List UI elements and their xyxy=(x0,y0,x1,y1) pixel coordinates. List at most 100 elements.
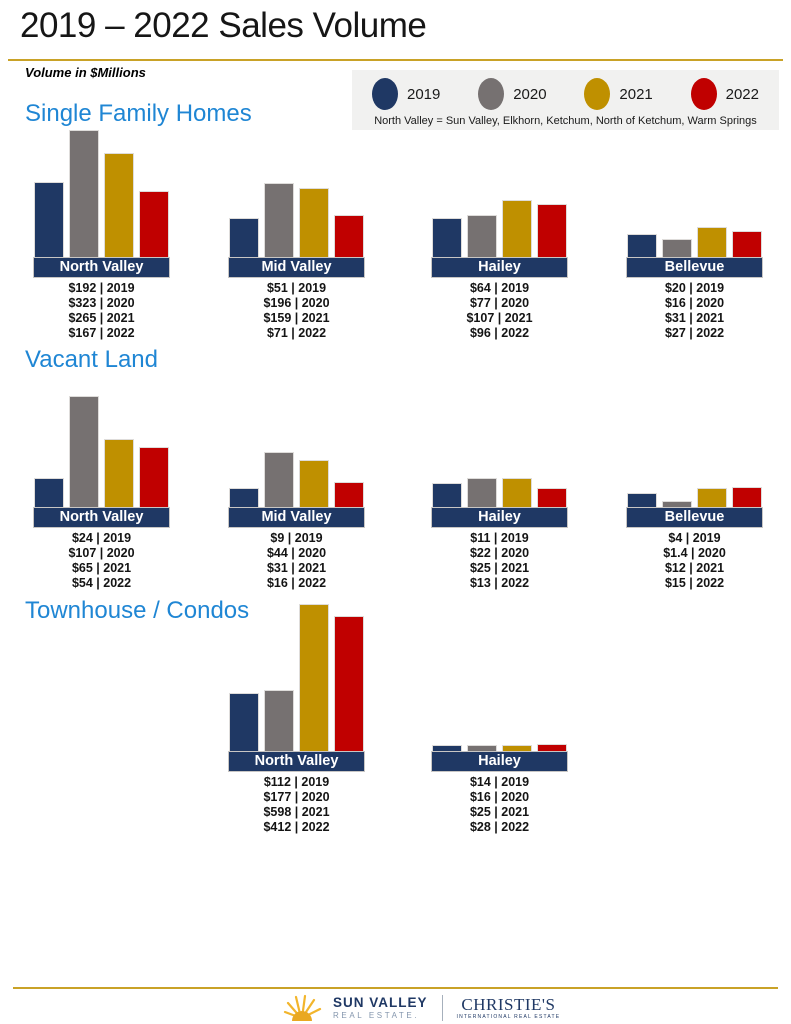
legend-item-2022: 2022 xyxy=(690,78,759,110)
plot-area xyxy=(431,127,568,257)
bar-2019 xyxy=(627,493,657,507)
legend-label: 2022 xyxy=(725,85,759,103)
chart-group-north-valley: North Valley $24 | 2019 $107 | 2020 $65 | 2… xyxy=(33,392,170,591)
bar-2021 xyxy=(299,460,329,507)
legend-item-2019: 2019 xyxy=(372,78,440,110)
region-label-hailey: Hailey xyxy=(431,751,568,772)
legend-item-2020: 2020 xyxy=(478,78,547,110)
bar-2019 xyxy=(432,483,462,507)
plot-area xyxy=(228,392,365,507)
region-label-mid-valley: Mid Valley xyxy=(228,257,365,278)
legend-item-2021: 2021 xyxy=(584,78,653,110)
value-list: $4 | 2019 $1.4 | 2020 $12 | 2021 $15 | 2022 xyxy=(626,528,763,591)
section-title-vacant-land: Vacant Land xyxy=(25,346,158,373)
value-line-2020: $16 | 2020 xyxy=(664,296,725,310)
sunvalley-logo: SUN VALLEY REAL ESTATE. xyxy=(333,996,428,1020)
bar-2022 xyxy=(334,482,364,507)
value-line-2020: $77 | 2020 xyxy=(469,296,530,310)
plot-area xyxy=(431,601,568,751)
plot-area xyxy=(626,127,763,257)
value-line-2020: $196 | 2020 xyxy=(263,296,330,310)
legend-swatch-2021 xyxy=(584,78,611,110)
chart-group-bellevue: Bellevue $20 | 2019 $16 | 2020 $31 | 2021 $2… xyxy=(626,127,763,341)
value-list: $64 | 2019 $77 | 2020 $107 | 2021 $96 | 202… xyxy=(431,278,568,341)
bar-2019 xyxy=(34,478,64,507)
bar-2019 xyxy=(229,218,259,257)
bar-2021 xyxy=(299,188,329,257)
value-line-2019: $4 | 2019 xyxy=(668,531,721,545)
chart-group-hailey: Hailey $14 | 2019 $16 | 2020 $25 | 2021 $28 … xyxy=(431,601,568,835)
value-line-2022: $27 | 2022 xyxy=(664,326,725,340)
sunvalley-logo-subtitle: REAL ESTATE. xyxy=(333,1010,420,1020)
value-line-2020: $22 | 2020 xyxy=(469,546,530,560)
bar-2022 xyxy=(732,487,762,507)
value-line-2020: $107 | 2020 xyxy=(68,546,135,560)
sunvalley-logo-name: SUN VALLEY xyxy=(333,995,428,1011)
bar-2020 xyxy=(662,239,692,257)
region-label-north-valley: North Valley xyxy=(228,751,365,772)
region-label-hailey: Hailey xyxy=(431,257,568,278)
value-line-2022: $412 | 2022 xyxy=(263,820,330,834)
bar-2019 xyxy=(432,218,462,257)
value-line-2019: $112 | 2019 xyxy=(263,775,330,789)
value-line-2021: $25 | 2021 xyxy=(469,805,530,819)
value-line-2019: $192 | 2019 xyxy=(68,281,135,295)
plot-area xyxy=(33,392,170,507)
bar-2020 xyxy=(264,183,294,257)
bar-2020 xyxy=(467,745,497,751)
chart-group-north-valley: North Valley $192 | 2019 $323 | 2020 $265 |… xyxy=(33,127,170,341)
value-line-2020: $323 | 2020 xyxy=(68,296,135,310)
value-line-2022: $28 | 2022 xyxy=(469,820,530,834)
plot-area xyxy=(431,392,568,507)
value-line-2022: $15 | 2022 xyxy=(664,576,725,590)
bar-2022 xyxy=(537,744,567,751)
value-line-2021: $598 | 2021 xyxy=(263,805,330,819)
bar-2020 xyxy=(69,130,99,257)
region-label-bellevue: Bellevue xyxy=(626,257,763,278)
bar-2022 xyxy=(537,204,567,257)
bar-2019 xyxy=(229,488,259,507)
plot-area xyxy=(228,601,365,751)
bar-2022 xyxy=(139,191,169,257)
bar-2021 xyxy=(104,439,134,507)
plot-area xyxy=(626,392,763,507)
value-line-2022: $16 | 2022 xyxy=(266,576,327,590)
value-line-2021: $65 | 2021 xyxy=(71,561,132,575)
legend-swatch-2022 xyxy=(690,78,717,110)
legend-label: 2019 xyxy=(407,85,441,103)
bar-2019 xyxy=(34,182,64,257)
value-line-2022: $71 | 2022 xyxy=(266,326,327,340)
value-line-2019: $64 | 2019 xyxy=(469,281,530,295)
region-label-hailey: Hailey xyxy=(431,507,568,528)
value-line-2021: $107 | 2021 xyxy=(466,311,533,325)
bar-2019 xyxy=(432,745,462,751)
value-line-2020: $1.4 | 2020 xyxy=(663,546,726,560)
sun-icon xyxy=(283,994,322,1021)
value-line-2022: $13 | 2022 xyxy=(469,576,530,590)
bar-2022 xyxy=(334,616,364,751)
value-line-2020: $44 | 2020 xyxy=(266,546,327,560)
legend-items: 2019 2020 2021 2022 xyxy=(372,77,759,111)
plot-area xyxy=(33,127,170,257)
value-line-2019: $51 | 2019 xyxy=(266,281,327,295)
christies-logo: CHRISTIE'S INTERNATIONAL REAL ESTATE xyxy=(457,996,561,1020)
value-line-2019: $9 | 2019 xyxy=(270,531,323,545)
bar-2020 xyxy=(264,452,294,507)
value-line-2019: $11 | 2019 xyxy=(470,531,529,545)
value-list: $14 | 2019 $16 | 2020 $25 | 2021 $28 | 2022 xyxy=(431,772,568,835)
value-list: $112 | 2019 $177 | 2020 $598 | 2021 $412 | … xyxy=(228,772,365,835)
bar-2021 xyxy=(697,488,727,507)
region-label-bellevue: Bellevue xyxy=(626,507,763,528)
legend-label: 2021 xyxy=(619,85,653,103)
value-list: $24 | 2019 $107 | 2020 $65 | 2021 $54 | 202… xyxy=(33,528,170,591)
value-line-2021: $12 | 2021 xyxy=(664,561,725,575)
value-list: $11 | 2019 $22 | 2020 $25 | 2021 $13 | 2022 xyxy=(431,528,568,591)
title-divider xyxy=(8,59,783,61)
section-title-townhouse-condos: Townhouse / Condos xyxy=(25,597,250,624)
legend-note: North Valley = Sun Valley, Elkhorn, Ketc… xyxy=(374,115,757,127)
value-list: $9 | 2019 $44 | 2020 $31 | 2021 $16 | 2022 xyxy=(228,528,365,591)
bar-2021 xyxy=(299,604,329,751)
units-note: Volume in $Millions xyxy=(25,65,146,80)
bar-2020 xyxy=(662,501,692,507)
bar-2021 xyxy=(104,153,134,257)
